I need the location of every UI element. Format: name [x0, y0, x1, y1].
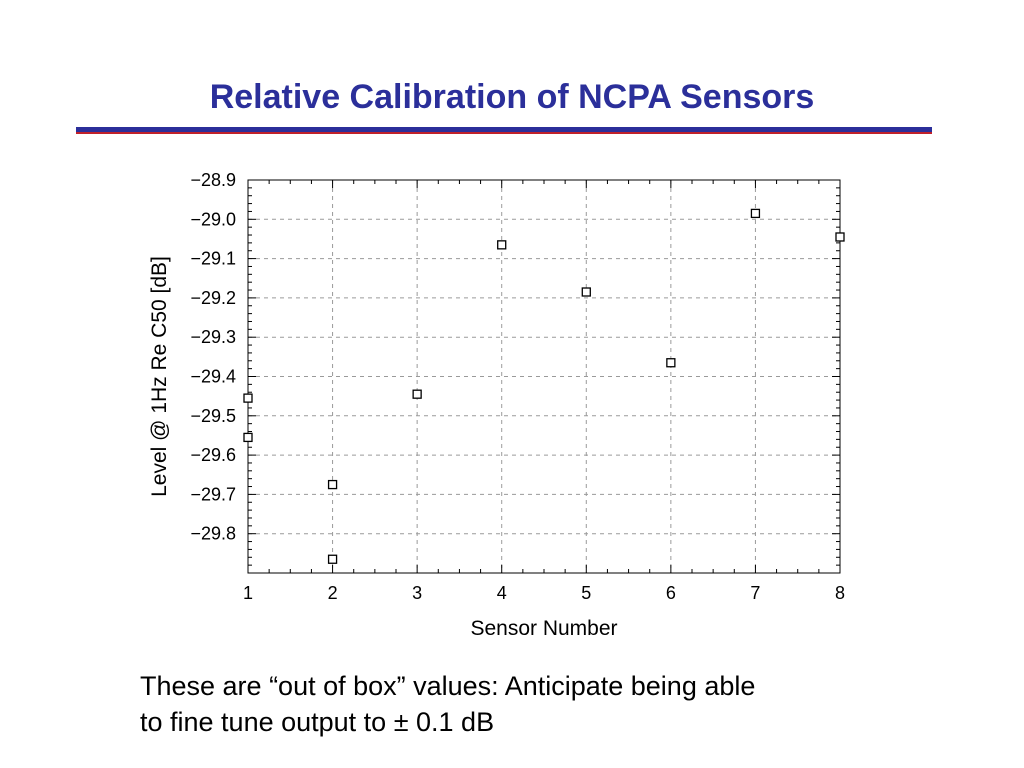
data-point: [835, 232, 845, 242]
caption-line-1: These are “out of box” values: Anticipat…: [140, 671, 756, 701]
data-point: [497, 240, 507, 250]
grid-lines: [248, 180, 840, 573]
data-point: [243, 432, 253, 443]
caption-line-2: to fine tune output to ± 0.1 dB: [140, 707, 495, 737]
y-tick-label: −29.2: [190, 288, 236, 308]
title-underline: [76, 127, 932, 134]
axis-ticks: 1 2 3 4 5 6 7 8 −28.9 −29.0 −29.1 −29.2 −29.3 −29.4 −2…: [190, 170, 845, 603]
x-tick-label: 8: [835, 583, 845, 603]
x-tick-label: 5: [581, 583, 591, 603]
data-point: [581, 287, 591, 297]
y-tick-label: −29.8: [190, 524, 236, 544]
data-points: [243, 208, 845, 564]
y-tick-label: −29.4: [190, 367, 236, 387]
x-tick-label: 6: [666, 583, 676, 603]
y-tick-label: −29.1: [190, 249, 236, 269]
scatter-chart: 1 2 3 4 5 6 7 8 −28.9 −29.0 −29.1 −29.2 −29.3 −29.4 −2…: [148, 170, 845, 640]
data-point: [243, 393, 253, 403]
y-tick-label: −29.7: [190, 484, 236, 504]
data-point: [412, 389, 422, 399]
x-tick-label: 4: [497, 583, 507, 603]
data-point: [327, 479, 338, 490]
slide-caption: These are “out of box” values: Anticipat…: [140, 668, 960, 740]
data-point: [327, 554, 338, 564]
y-tick-label: −29.5: [190, 406, 236, 426]
x-tick-label: 1: [243, 583, 253, 603]
y-axis-label: Level @ 1Hz Re C50 [dB]: [148, 256, 171, 497]
y-tick-label: −29.6: [190, 445, 236, 465]
y-tick-label: −28.9: [190, 170, 236, 190]
slide-title: Relative Calibration of NCPA Sensors: [209, 78, 815, 116]
x-tick-label: 7: [750, 583, 760, 603]
data-point: [666, 358, 676, 368]
x-tick-label: 3: [412, 583, 422, 603]
y-tick-label: −29.3: [190, 327, 236, 347]
x-tick-label: 2: [328, 583, 338, 603]
data-point: [750, 208, 761, 219]
x-axis-label: Sensor Number: [470, 617, 617, 640]
y-tick-label: −29.0: [190, 209, 236, 229]
